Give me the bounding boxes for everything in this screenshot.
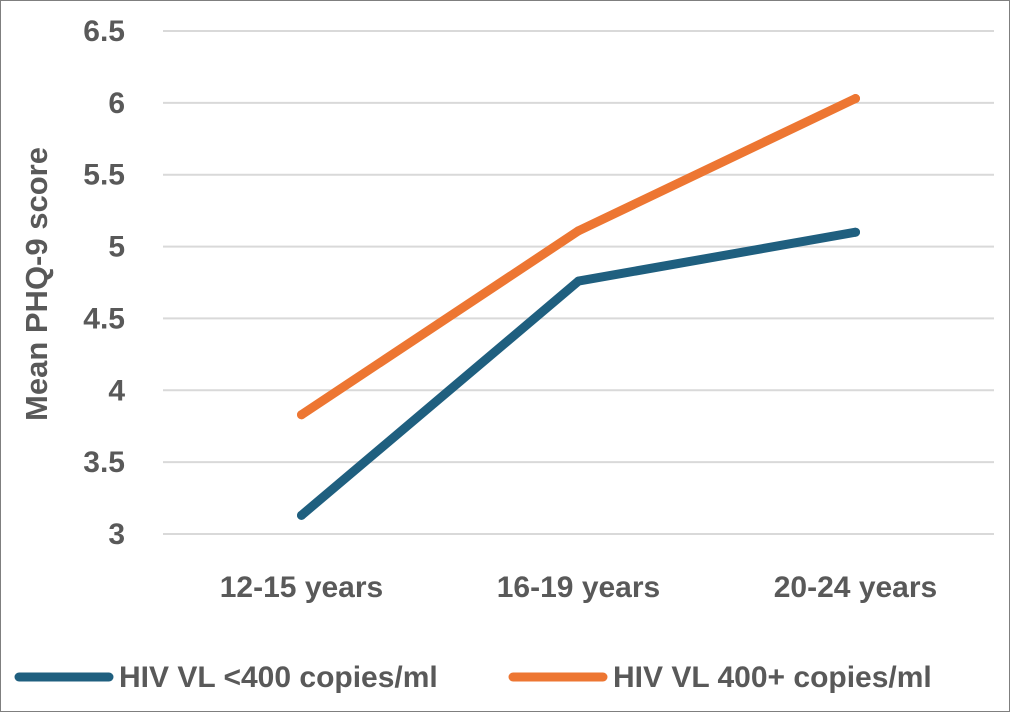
- legend: HIV VL <400 copies/ml HIV VL 400+ copies/…: [14, 661, 932, 694]
- data-point: [297, 410, 306, 420]
- data-point: [297, 510, 306, 520]
- legend-label: HIV VL <400 copies/ml: [119, 661, 438, 694]
- y-tick-label: 3.5: [83, 446, 125, 479]
- data-point: [851, 227, 860, 237]
- data-point: [851, 94, 860, 104]
- x-tick-label: 20-24 years: [774, 571, 937, 604]
- data-point: [574, 276, 583, 286]
- y-tick-label: 6: [108, 87, 125, 120]
- gridlines: [163, 30, 994, 535]
- x-tick-label: 16-19 years: [497, 571, 660, 604]
- y-axis-title: Mean PHQ-9 score: [19, 147, 54, 421]
- y-tick-label: 5.5: [83, 159, 125, 192]
- y-axis-tick-labels: 3 3.5 4 4.5 5 5.5 6 6.5: [83, 15, 125, 551]
- series-lines: [297, 94, 860, 520]
- series-line-2: [297, 94, 860, 420]
- series-line-1: [297, 227, 860, 520]
- x-tick-label: 12-15 years: [220, 571, 383, 604]
- x-axis-tick-labels: 12-15 years 16-19 years 20-24 years: [220, 571, 937, 604]
- y-tick-label: 6.5: [83, 15, 125, 48]
- y-tick-label: 4: [108, 374, 125, 407]
- y-tick-label: 3: [108, 518, 125, 551]
- y-tick-label: 4.5: [83, 302, 125, 335]
- legend-label: HIV VL 400+ copies/ml: [613, 661, 932, 694]
- data-point: [574, 226, 583, 236]
- y-tick-label: 5: [108, 231, 125, 264]
